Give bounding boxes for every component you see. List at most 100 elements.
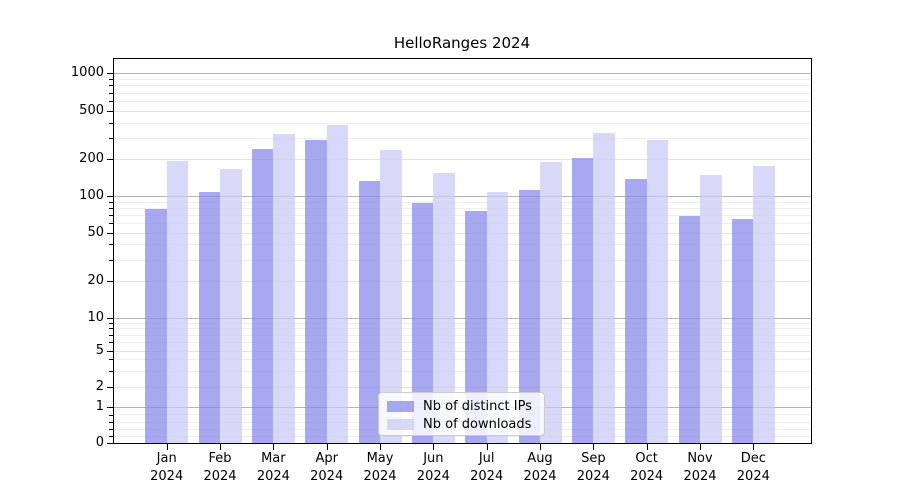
- x-tick-mark: [593, 444, 595, 450]
- x-tick-mark: [273, 444, 275, 450]
- bar-distinct-ips-jan: [145, 209, 167, 444]
- bar-distinct-ips-aug: [518, 189, 540, 444]
- y-minor-tick-mark: [109, 137, 113, 139]
- y-minor-tick-mark: [109, 201, 113, 203]
- y-tick-label: 10: [87, 309, 104, 325]
- x-tick-label-sep: Sep 2024: [561, 450, 625, 486]
- x-label-month: Nov: [687, 451, 713, 467]
- x-tick-label-apr: Apr 2024: [295, 450, 359, 486]
- bar-distinct-ips-oct: [625, 179, 647, 444]
- x-label-year: 2024: [416, 469, 450, 485]
- x-tick-mark: [433, 444, 435, 450]
- gridline-labeled: [113, 350, 811, 352]
- y-minor-tick-mark: [109, 100, 113, 102]
- legend-label: Nb of distinct IPs: [423, 399, 532, 414]
- bar-distinct-ips-apr: [305, 139, 327, 444]
- bar-distinct-ips-mar: [251, 148, 274, 444]
- gridline-minor: [113, 328, 811, 330]
- x-tick-mark: [380, 444, 382, 450]
- x-tick-label-jul: Jul 2024: [455, 450, 519, 486]
- x-label-year: 2024: [470, 469, 504, 485]
- x-tick-mark: [220, 444, 222, 450]
- x-label-month: Aug: [527, 451, 553, 467]
- y-minor-tick-mark: [109, 436, 113, 438]
- x-tick-label-feb: Feb 2024: [188, 450, 252, 486]
- y-minor-tick-mark: [109, 414, 113, 416]
- y-tick-label: 1: [95, 399, 104, 415]
- gridline-minor: [113, 244, 811, 246]
- y-minor-tick-mark: [109, 223, 113, 225]
- x-label-month: Feb: [208, 451, 232, 467]
- bar-downloads-may: [380, 150, 402, 444]
- gridline-minor: [113, 334, 811, 336]
- x-tick-mark: [753, 444, 755, 450]
- y-minor-tick-mark: [109, 328, 113, 330]
- y-tick-mark: [106, 350, 113, 352]
- gridline-minor: [113, 214, 811, 216]
- y-minor-tick-mark: [109, 85, 113, 87]
- y-minor-tick-mark: [109, 122, 113, 124]
- bar-downloads-mar: [273, 134, 295, 444]
- y-minor-tick-mark: [109, 421, 113, 423]
- x-label-year: 2024: [310, 469, 344, 485]
- x-label-year: 2024: [736, 469, 770, 485]
- y-tick-mark: [106, 317, 113, 319]
- x-label-year: 2024: [630, 469, 664, 485]
- x-label-month: Oct: [635, 451, 658, 467]
- x-tick-label-jan: Jan 2024: [135, 450, 199, 486]
- x-label-year: 2024: [523, 469, 557, 485]
- gridline-labeled: [113, 159, 811, 161]
- y-tick-label: 1000: [70, 65, 104, 81]
- x-label-month: Apr: [315, 451, 338, 467]
- gridline-minor: [113, 259, 811, 261]
- y-tick-mark: [106, 232, 113, 234]
- x-tick-label-oct: Oct 2024: [615, 450, 679, 486]
- x-tick-label-aug: Aug 2024: [508, 450, 572, 486]
- gridline-minor: [113, 122, 811, 124]
- bar-distinct-ips-jul: [465, 210, 487, 444]
- y-tick-mark: [106, 443, 113, 445]
- y-tick-mark: [106, 73, 113, 75]
- y-minor-tick-mark: [109, 370, 113, 372]
- x-tick-mark: [646, 444, 648, 450]
- legend: Nb of distinct IPs Nb of downloads: [378, 392, 545, 436]
- y-tick-mark: [106, 159, 113, 161]
- x-label-month: Jul: [478, 451, 495, 467]
- bar-distinct-ips-nov: [678, 216, 700, 444]
- chart-title: HelloRanges 2024: [393, 34, 531, 52]
- bar-downloads-jul: [486, 192, 509, 444]
- x-tick-label-dec: Dec 2024: [721, 450, 785, 486]
- gridline-minor: [113, 322, 811, 324]
- y-minor-tick-mark: [109, 214, 113, 216]
- gridline-minor: [113, 223, 811, 225]
- gridline-labeled: [113, 280, 811, 282]
- bar-distinct-ips-may: [358, 180, 381, 444]
- bar-downloads-oct: [646, 139, 669, 444]
- legend-entry: Nb of distinct IPs: [387, 398, 536, 415]
- bar-distinct-ips-sep: [571, 157, 594, 444]
- y-minor-tick-mark: [109, 244, 113, 246]
- x-label-year: 2024: [683, 469, 717, 485]
- bar-downloads-jan: [166, 160, 189, 444]
- x-tick-mark: [486, 444, 488, 450]
- y-tick-label: 200: [79, 151, 104, 167]
- y-tick-mark: [106, 407, 113, 409]
- y-tick-label: 50: [87, 224, 104, 240]
- x-tick-label-nov: Nov 2024: [668, 450, 732, 486]
- x-label-year: 2024: [363, 469, 397, 485]
- x-label-year: 2024: [256, 469, 290, 485]
- gridline-minor: [113, 201, 811, 203]
- gridline-minor: [113, 100, 811, 102]
- y-tick-label: 500: [79, 102, 104, 118]
- y-minor-tick-mark: [109, 207, 113, 209]
- bar-downloads-feb: [220, 168, 242, 444]
- bar-distinct-ips-feb: [198, 191, 221, 444]
- bar-downloads-aug: [540, 162, 562, 444]
- bar-downloads-apr: [326, 124, 349, 444]
- legend-label: Nb of downloads: [423, 417, 532, 432]
- y-minor-tick-mark: [109, 322, 113, 324]
- x-label-month: Jan: [156, 451, 177, 467]
- y-minor-tick-mark: [109, 428, 113, 430]
- y-tick-label: 100: [79, 188, 104, 203]
- gridline-minor: [113, 207, 811, 209]
